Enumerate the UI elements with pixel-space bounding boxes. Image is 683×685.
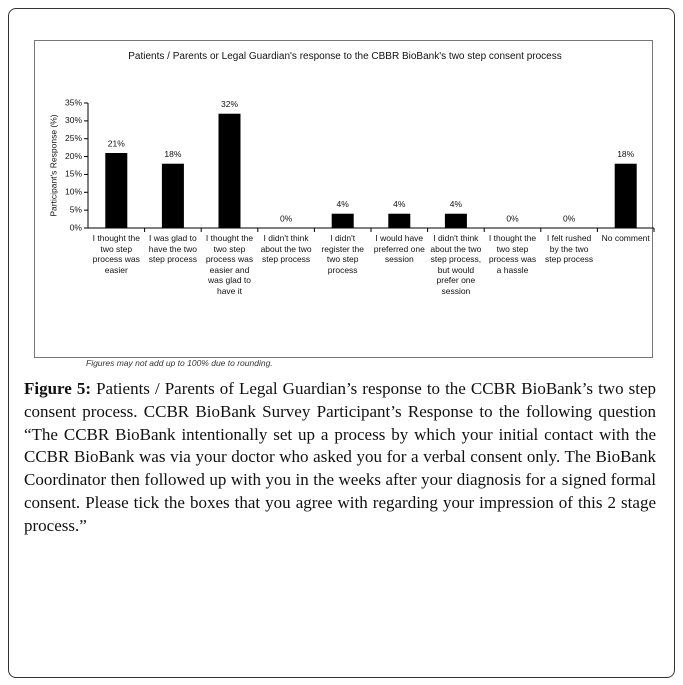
chart-frame xyxy=(34,40,653,358)
value-label: 4% xyxy=(337,199,350,209)
bar xyxy=(105,153,128,228)
bar xyxy=(161,163,184,228)
y-tick-label: 35% xyxy=(65,97,82,107)
caption: Figure 5: Patients / Parents of Legal Gu… xyxy=(24,378,656,538)
x-tick-label: I didn't think about the two step proces… xyxy=(430,233,482,296)
value-label: 4% xyxy=(393,199,406,209)
bar xyxy=(331,213,354,228)
chart-note: Figures may not add up to 100% due to ro… xyxy=(86,358,273,368)
chart-title: Patients / Parents or Legal Guardian's r… xyxy=(128,51,562,62)
figure-frame xyxy=(8,8,675,678)
value-label: 18% xyxy=(164,149,181,159)
value-label: 0% xyxy=(280,213,293,223)
y-tick-label: 15% xyxy=(65,169,82,179)
bar xyxy=(218,113,241,228)
bar xyxy=(614,163,637,228)
value-label: 0% xyxy=(506,213,519,223)
y-tick-label: 25% xyxy=(65,133,82,143)
value-label: 21% xyxy=(108,138,125,148)
caption-label: Figure 5: xyxy=(24,379,92,398)
y-tick-label: 20% xyxy=(65,151,82,161)
value-label: 18% xyxy=(617,149,634,159)
x-tick-label: I would have preferred one session xyxy=(373,233,425,264)
x-tick-label: No comment xyxy=(601,233,650,243)
y-axis-label: Participant's Response (%) xyxy=(48,114,58,216)
x-tick-label: I didn't register the two step process xyxy=(321,233,364,275)
value-label: 0% xyxy=(563,213,576,223)
x-tick-label: I felt rushed by the two step process xyxy=(544,233,594,264)
value-label: 4% xyxy=(450,199,463,209)
bar xyxy=(388,213,411,228)
caption-text: Patients / Parents of Legal Guardian’s r… xyxy=(24,379,656,535)
y-tick-label: 10% xyxy=(65,187,82,197)
x-tick-label: I was glad to have the two step process xyxy=(148,233,197,264)
bar xyxy=(444,213,467,228)
x-tick-label: I didn't think about the two step proces… xyxy=(260,233,312,264)
y-tick-label: 0% xyxy=(70,222,83,232)
x-tick-label: I thought the two step process was easie… xyxy=(205,233,254,296)
x-tick-label: I thought the two step process was a has… xyxy=(488,233,537,275)
x-tick-label: I thought the two step process was easie… xyxy=(92,233,140,275)
value-label: 32% xyxy=(221,99,238,109)
y-tick-label: 5% xyxy=(70,204,83,214)
y-tick-label: 30% xyxy=(65,115,82,125)
